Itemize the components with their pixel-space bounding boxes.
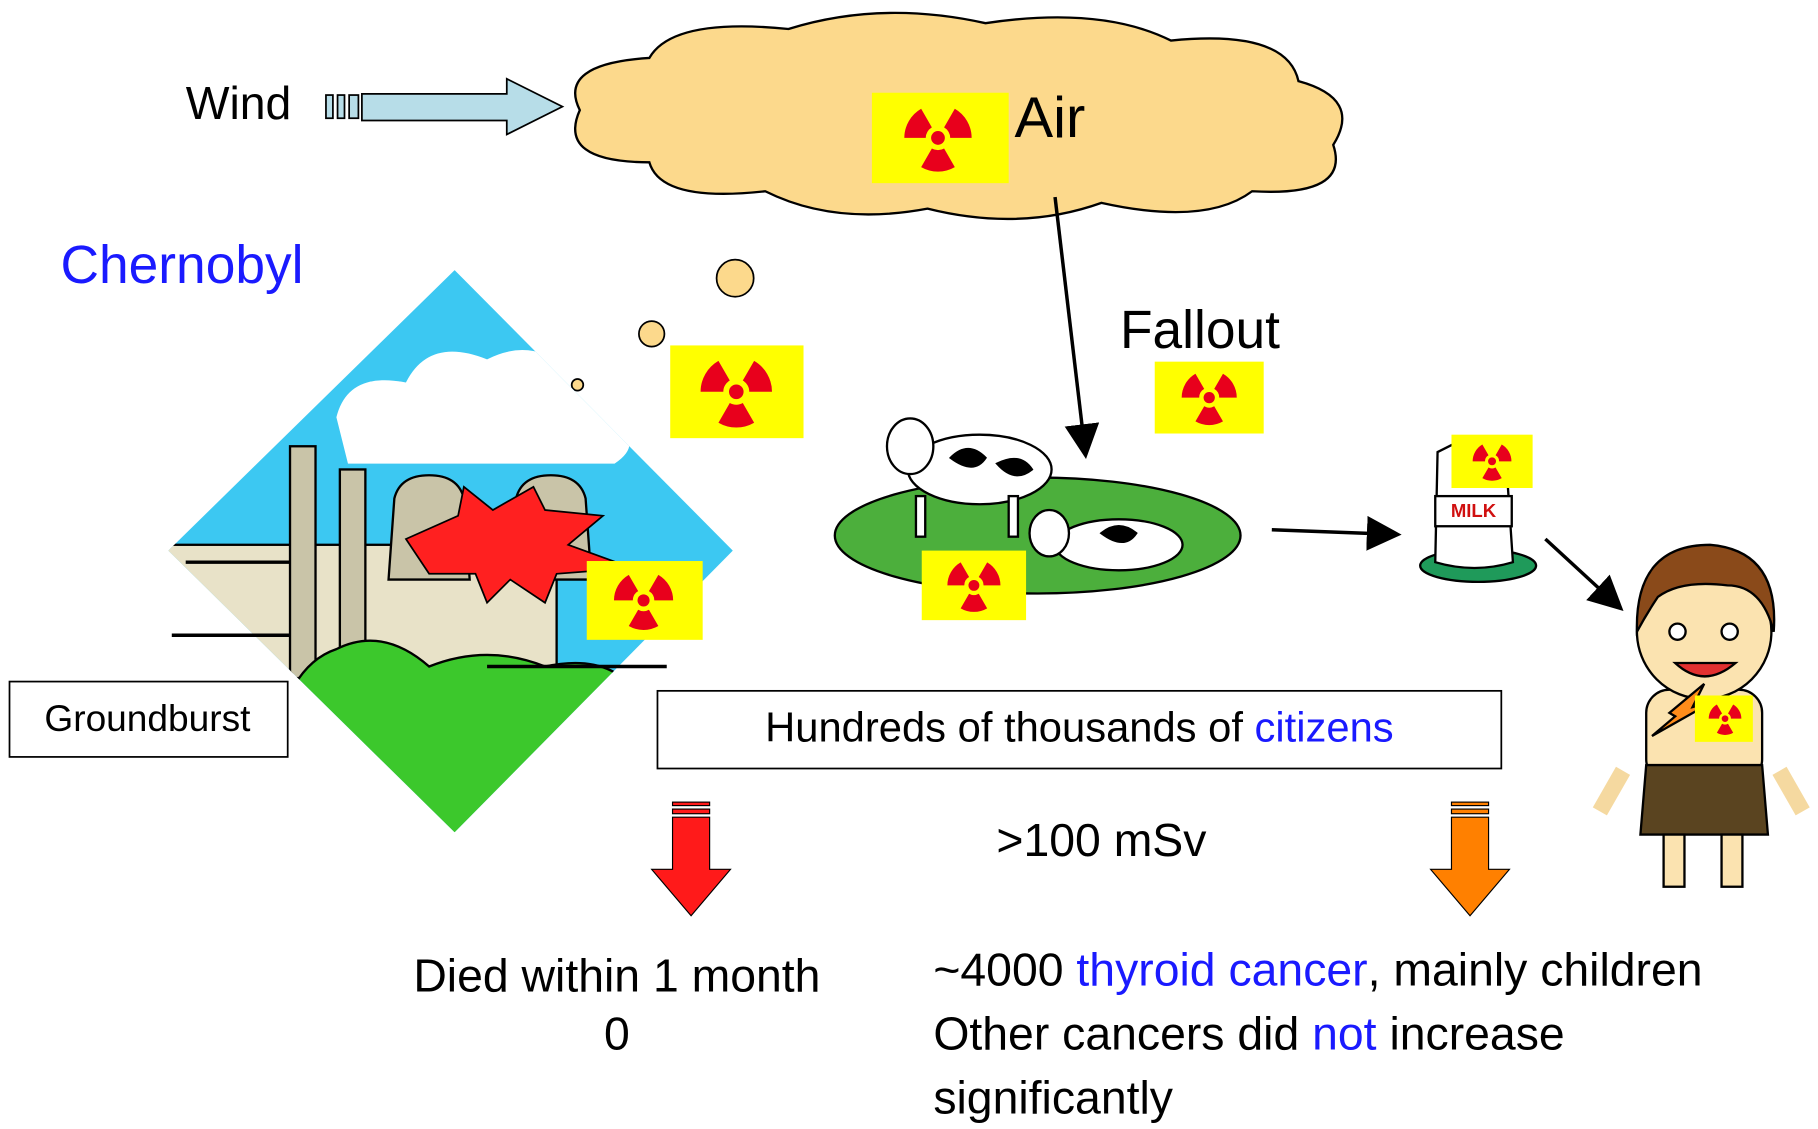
highlight: citizens — [1255, 703, 1394, 750]
plant-illustration — [163, 267, 743, 847]
radiation-sign — [872, 93, 1009, 183]
radiation-sign — [1695, 695, 1753, 741]
groundburst-label: Groundburst — [44, 697, 251, 739]
red-down-arrow — [652, 802, 731, 916]
text-part: ~4000 — [933, 944, 1076, 996]
text-part: Hundreds of thousands of — [765, 703, 1254, 750]
cows-illustration — [835, 418, 1241, 593]
diagram: Air Wind Chernobyl Groundburst Fallout — [0, 0, 1818, 1129]
citizens-text: Hundreds of thousands of citizens — [765, 703, 1393, 750]
text-part: increase — [1377, 1008, 1565, 1060]
outcome-line: Other cancers did not increase — [933, 1008, 1564, 1060]
fallout-arrow — [1055, 197, 1085, 452]
died-label: Died within 1 month — [413, 950, 820, 1002]
orange-down-arrow — [1431, 802, 1510, 916]
radiation-sign — [922, 551, 1026, 621]
outcome-line: ~4000 thyroid cancer, mainly children — [933, 944, 1702, 996]
arrow — [1545, 539, 1618, 606]
radiation-sign — [1451, 435, 1532, 488]
text-part: Other cancers did — [933, 1008, 1312, 1060]
page: { "wind": "Wind", "air": "Air", "chernob… — [0, 0, 1818, 1129]
chernobyl-label: Chernobyl — [61, 236, 304, 295]
died-value: 0 — [604, 1008, 630, 1060]
wind-arrow — [326, 79, 562, 135]
text-part: , mainly children — [1368, 944, 1703, 996]
arrow — [1272, 530, 1395, 535]
fallout-label: Fallout — [1120, 301, 1280, 360]
dose-label: >100 mSv — [996, 814, 1207, 866]
highlight: thyroid cancer — [1076, 944, 1367, 996]
outcome-line: significantly — [933, 1071, 1173, 1123]
air-label: Air — [1014, 86, 1085, 150]
radiation-sign — [670, 345, 803, 438]
highlight: not — [1312, 1008, 1377, 1060]
milk-label: MILK — [1451, 500, 1497, 521]
wind-label: Wind — [186, 77, 292, 129]
radiation-sign — [587, 561, 703, 640]
radiation-sign — [1155, 362, 1264, 434]
